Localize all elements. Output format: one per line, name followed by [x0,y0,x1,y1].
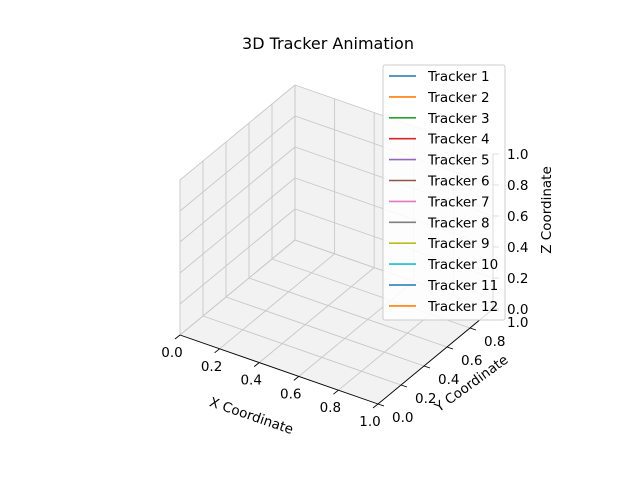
z-tick-label: 0.6 [507,209,528,225]
legend-label: Tracker 11 [427,278,498,294]
y-tick-label: 0.6 [461,353,482,369]
x-tick-mark [214,348,220,354]
x-tick-label: 1.0 [359,414,380,430]
gridline-x-floor [258,267,375,363]
y-tick-mark [423,365,431,369]
x-tick-label: 0.6 [280,386,301,402]
legend-label: Tracker 1 [427,69,490,85]
left-wall-pane [180,85,295,335]
x-tick-mark [174,334,181,340]
gridline-y-floor [202,315,402,386]
x-tick-mark [253,362,260,367]
gridline-y-floor [248,277,448,348]
gridline-z-left [179,177,296,274]
legend-label: Tracker 3 [427,111,490,127]
x-tick-label: 0.8 [320,400,341,416]
tick-labels: 0.00.20.40.60.81.0 0.00.20.40.60.81.00.00… [161,147,528,430]
gridline-z-left [179,239,296,336]
z-tick-label: 0.8 [507,178,528,194]
x-tick-mark [372,403,379,409]
y-tick-mark [400,384,408,388]
legend-label: Tracker 10 [427,257,498,273]
y-tick-label: 0.2 [415,391,436,407]
y-tick-mark [377,403,385,407]
gridline-z-left [179,115,296,212]
legend-frame [382,64,506,321]
z-tick-label: 0.4 [507,240,528,256]
legend-label: Tracker 6 [427,174,490,190]
x-tick-mark [293,376,300,381]
legend-label: Tracker 9 [427,236,490,252]
gridline-z-left [179,208,296,305]
y-tick-label: 0.8 [484,334,505,350]
legend-label: Tracker 2 [427,90,490,106]
y-tick-label: 0.4 [438,372,459,388]
x-tick-label: 0.4 [240,373,261,389]
y-tick-label: 1.0 [507,315,528,331]
z-axis-label: Z Coordinate [539,166,555,254]
legend-label: Tracker 5 [427,153,490,169]
legend: Tracker 1 Tracker 2 Tracker 3 Tracker 4 Trac… [382,64,506,321]
y-tick-label: 0.0 [392,410,413,426]
chart-title: 3D Tracker Animation [242,34,414,53]
y-axis-line [377,308,494,405]
gridline-x-floor [219,253,335,350]
z-tick-label: 0.2 [507,271,528,287]
y-tick-mark [446,346,454,350]
legend-label: Tracker 12 [427,299,498,315]
legend-label: Tracker 8 [427,215,490,231]
gridline-z-left [179,84,296,181]
gridline-y-floor [225,296,425,367]
gridline-z-left [179,146,296,243]
legend-label: Tracker 4 [427,132,490,148]
x-tick-label: 0.0 [161,345,182,361]
legend-label: Tracker 7 [427,194,490,210]
x-tick-label: 0.2 [201,359,222,375]
x-tick-mark [333,389,339,395]
z-tick-label: 0.0 [507,302,528,318]
y-tick-mark [469,327,477,331]
x-axis-line [179,334,379,405]
z-tick-label: 1.0 [507,147,528,163]
